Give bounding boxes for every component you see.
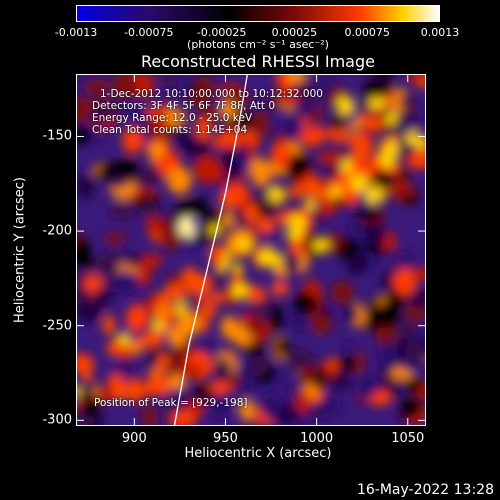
y-axis-label: Heliocentric Y (arcsec) bbox=[12, 177, 28, 323]
colorbar-tick-label: 0.00075 bbox=[344, 26, 390, 39]
footer-timestamp: 16-May-2022 13:28 bbox=[356, 482, 494, 498]
y-tick-label: -300 bbox=[42, 412, 72, 428]
colorbar-tick-label: 0.00025 bbox=[271, 26, 318, 39]
colorbar-tick-label: 0.0013 bbox=[420, 26, 460, 39]
solar-limb-curve bbox=[173, 74, 249, 426]
x-tick-label: 1000 bbox=[300, 431, 334, 446]
x-tick-label: 950 bbox=[213, 431, 238, 446]
annotation-time: 1-Dec-2012 10:10:00.000 to 10:12:32.000 bbox=[100, 88, 323, 100]
colorbar bbox=[76, 5, 440, 22]
colorbar-tick-label: -0.00075 bbox=[124, 26, 174, 39]
colorbar-tick-label: -0.0013 bbox=[54, 26, 98, 39]
colorbar-unit-label: (photons cm⁻² s⁻¹ asec⁻²) bbox=[187, 38, 329, 51]
y-tick-label: -250 bbox=[42, 318, 72, 334]
x-tick-label: 900 bbox=[121, 431, 147, 446]
y-tick-label: -150 bbox=[42, 128, 72, 144]
annotation-peak: Position of Peak = [929,-198] bbox=[94, 397, 248, 409]
annotation-detectors: Detectors: 3F 4F 5F 6F 7F 8F, Att 0 bbox=[92, 100, 276, 112]
annotation-clean: Clean Total counts: 1.14E+04 bbox=[92, 124, 248, 136]
colorbar-tick-label: -0.00025 bbox=[196, 26, 247, 39]
x-axis-label: Heliocentric X (arcsec) bbox=[184, 446, 332, 461]
chart-title: Reconstructed RHESSI Image bbox=[141, 52, 375, 71]
y-tick-label: -200 bbox=[42, 223, 72, 239]
x-tick-label: 1050 bbox=[391, 431, 425, 446]
heatmap-plot bbox=[76, 74, 426, 426]
annotation-energy: Energy Range: 12.0 - 25.0 keV bbox=[92, 112, 253, 124]
